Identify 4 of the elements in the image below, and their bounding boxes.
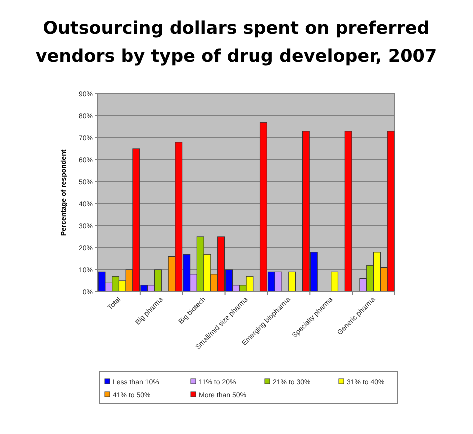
bar (331, 272, 339, 292)
bar (344, 131, 352, 292)
bar (288, 272, 296, 292)
chart-title: Outsourcing dollars spent on preferred vendors by type of drug developer, 2007 (36, 19, 438, 67)
